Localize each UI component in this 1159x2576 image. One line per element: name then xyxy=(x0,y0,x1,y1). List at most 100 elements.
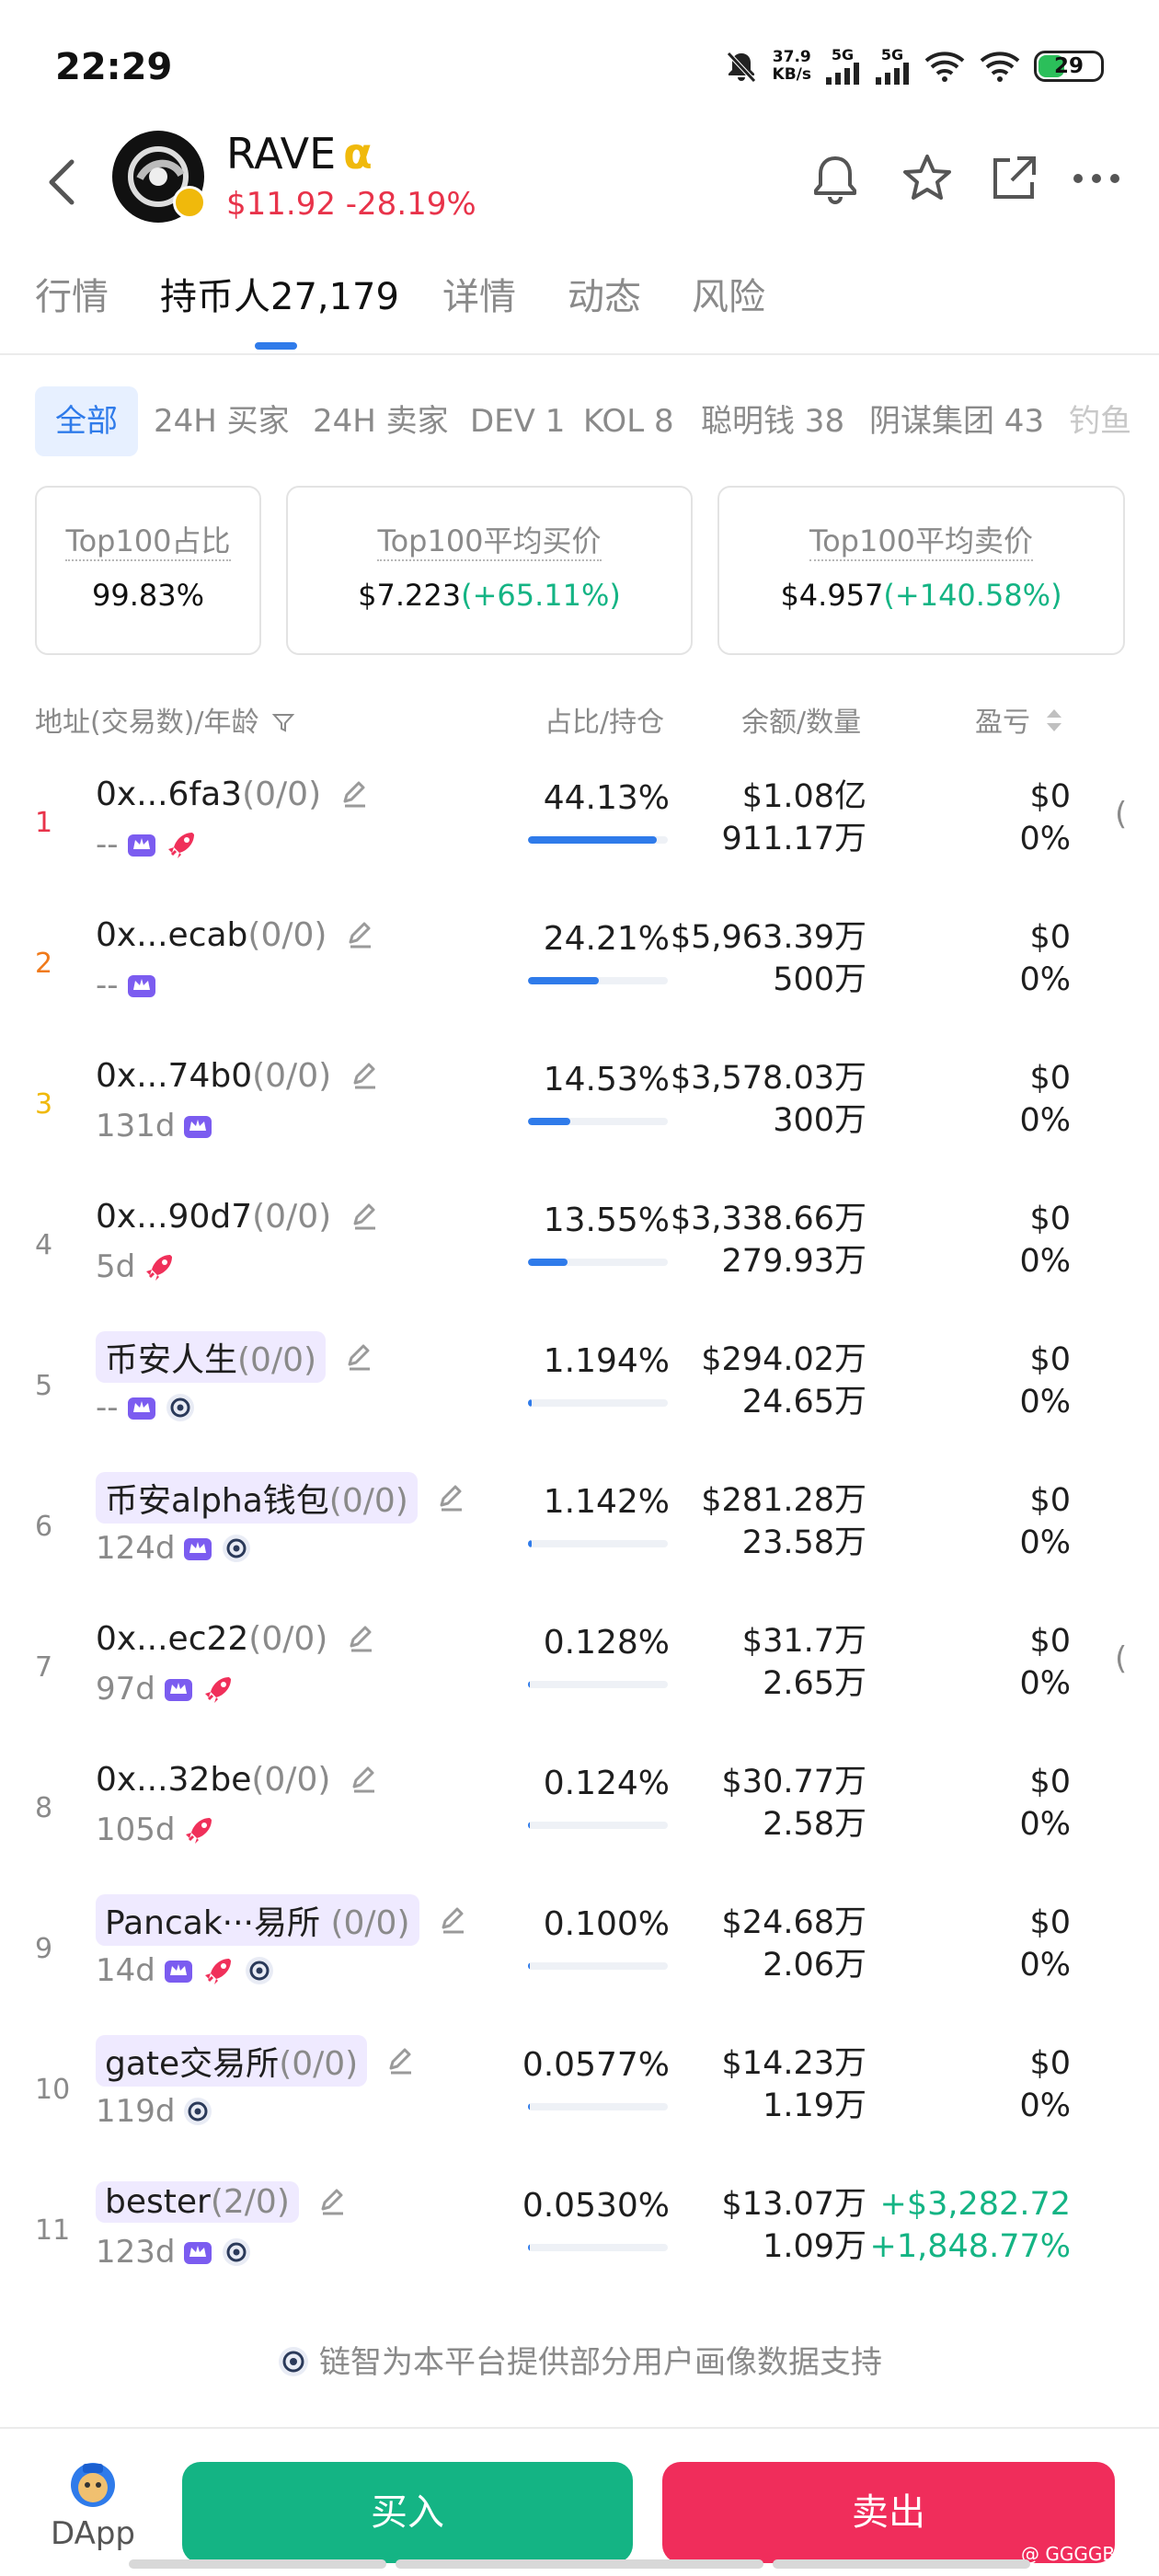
edit-icon[interactable] xyxy=(343,918,376,951)
filter-24h-sellers[interactable]: 24H 卖家 xyxy=(313,403,449,440)
edit-icon[interactable] xyxy=(342,1340,375,1374)
filter-kol[interactable]: KOL 8 xyxy=(583,403,674,440)
wifi-icon xyxy=(980,52,1020,82)
edit-icon[interactable] xyxy=(348,1200,381,1233)
holder-row[interactable]: 10 gate交易所(0/0) 119d 0.0577% $14.23万 1.19万 $0 0… xyxy=(0,2026,1159,2167)
wifi-icon xyxy=(924,52,965,82)
holder-row[interactable]: 4 0x...90d7(0/0) 5d 13.55% $3,338.66万 279.93万… xyxy=(0,1181,1159,1322)
holder-row[interactable]: 8 0x...32be(0/0) 105d 0.124% $30.77万 2.58万 $0 0… xyxy=(0,1744,1159,1885)
holder-row[interactable]: 7 0x...ec22(0/0) 97d 0.128% $31.7万 2.65万 $0 0% ( xyxy=(0,1604,1159,1744)
holder-quantity: 279.93万 xyxy=(721,1243,866,1280)
tab-market[interactable]: 行情 xyxy=(35,276,109,318)
edit-icon[interactable] xyxy=(384,2044,417,2077)
column-pnl[interactable]: 盈亏 xyxy=(975,699,1061,740)
holder-balance: $3,338.66万 xyxy=(670,1201,866,1237)
holder-pnl: $0 xyxy=(1029,1623,1071,1660)
filter-all[interactable]: 全部 xyxy=(35,386,138,456)
status-icons: 37.9 KB/s 5G 5G 29 xyxy=(723,48,1104,85)
holder-pnl: $0 xyxy=(1029,1201,1071,1237)
sort-icon[interactable] xyxy=(1043,706,1065,735)
holder-share: 13.55% xyxy=(543,1202,670,1239)
tab-details[interactable]: 详情 xyxy=(442,276,516,318)
holder-row[interactable]: 11 bester(2/0) 123d 0.0530% $13.07万 1.09万 +$3,… xyxy=(0,2167,1159,2307)
holder-address-wrap: 币安人生(0/0) xyxy=(96,1331,375,1383)
stat-value: $7.223(+65.11%) xyxy=(358,578,621,613)
holder-address[interactable]: 0x...ecab(0/0) xyxy=(96,915,327,954)
column-share: 占比/持仓 xyxy=(545,707,665,739)
holder-row[interactable]: 5 币安人生(0/0) -- 1.194% $294.02万 24.65万 $0 0% xyxy=(0,1322,1159,1463)
holder-share-bar xyxy=(528,2103,668,2110)
edit-icon[interactable] xyxy=(436,1903,469,1937)
holder-row[interactable]: 2 0x...ecab(0/0) -- 24.21% $5,963.39万 500万 $0 0… xyxy=(0,900,1159,1041)
holder-address[interactable]: bester(2/0) xyxy=(96,2180,299,2223)
filter-smart-money[interactable]: 聪明钱 38 xyxy=(701,403,845,440)
holder-share-bar xyxy=(528,977,668,984)
holder-share: 44.13% xyxy=(543,779,670,817)
holder-address[interactable]: gate交易所(0/0) xyxy=(96,2035,368,2087)
stat-card-top100-avg-buy: Top100平均买价 $7.223(+65.11%) xyxy=(286,486,693,655)
holder-pnl: $0 xyxy=(1029,919,1071,956)
holder-address[interactable]: 0x...32be(0/0) xyxy=(96,1760,331,1799)
filter-24h-buyers[interactable]: 24H 买家 xyxy=(154,403,290,440)
holder-row[interactable]: 3 0x...74b0(0/0) 131d 14.53% $3,578.03万 300万 $… xyxy=(0,1041,1159,1181)
holder-address[interactable]: 0x...ec22(0/0) xyxy=(96,1619,328,1658)
filter-dev[interactable]: DEV 1 xyxy=(470,403,566,440)
holder-balance: $14.23万 xyxy=(721,2045,866,2082)
edit-icon[interactable] xyxy=(434,1481,467,1514)
holder-balance: $281.28万 xyxy=(701,1482,866,1519)
home-indicator xyxy=(396,2559,763,2569)
holder-address[interactable]: Pancak···易所 (0/0) xyxy=(96,1894,419,1946)
edit-icon[interactable] xyxy=(347,1763,380,1796)
holder-share: 0.100% xyxy=(543,1905,670,1943)
filter-icon[interactable] xyxy=(271,711,295,735)
edit-icon[interactable] xyxy=(338,777,371,811)
stat-label: Top100平均买价 xyxy=(377,523,602,561)
holder-age: 123d xyxy=(96,2234,176,2271)
tab-holders[interactable]: 持币人27,179 xyxy=(160,276,399,318)
holder-age: 97d xyxy=(96,1671,155,1708)
star-icon[interactable] xyxy=(898,149,957,208)
holder-rank: 3 xyxy=(35,1088,53,1121)
holder-address[interactable]: 0x...90d7(0/0) xyxy=(96,1197,332,1236)
tab-activity[interactable]: 动态 xyxy=(568,276,641,318)
overflow-column-edge: ( xyxy=(1115,1640,1128,1677)
holder-rank: 6 xyxy=(35,1511,53,1543)
holder-row[interactable]: 1 0x...6fa3(0/0) -- 44.13% $1.08亿 911.17万 $0 0%… xyxy=(0,759,1159,900)
filter-cabal[interactable]: 阴谋集团 43 xyxy=(869,403,1045,440)
holder-address[interactable]: 0x...6fa3(0/0) xyxy=(96,775,322,813)
holder-address[interactable]: 0x...74b0(0/0) xyxy=(96,1056,332,1095)
holder-pnl-percent: 0% xyxy=(1019,1947,1071,1984)
share-icon[interactable] xyxy=(984,149,1043,208)
column-address[interactable]: 地址(交易数)/年龄 xyxy=(35,699,295,740)
holder-pnl: $0 xyxy=(1029,1904,1071,1941)
holder-quantity: 23.58万 xyxy=(741,1524,866,1561)
tab-risk[interactable]: 风险 xyxy=(692,276,765,318)
rocket-icon xyxy=(186,1818,212,1844)
watermark: @ GGGGB xyxy=(1021,2543,1116,2565)
token-header: RAVE α $11.92 -28.19% xyxy=(0,129,1159,235)
back-icon[interactable] xyxy=(40,155,86,210)
active-tab-indicator xyxy=(255,342,297,350)
sell-button[interactable]: 卖出 xyxy=(662,2462,1115,2563)
dapp-entry[interactable]: DApp xyxy=(42,2460,143,2552)
holder-address[interactable]: 币安人生(0/0) xyxy=(96,1331,327,1383)
filter-phishing[interactable]: 钓鱼 xyxy=(1069,403,1131,440)
edit-icon[interactable] xyxy=(344,1622,377,1655)
buy-button[interactable]: 买入 xyxy=(182,2462,633,2563)
edit-icon[interactable] xyxy=(348,1059,381,1092)
holder-age-badges: 124d xyxy=(96,1527,252,1570)
dapp-icon[interactable] xyxy=(68,2460,118,2510)
holder-row[interactable]: 9 Pancak···易所 (0/0) 14d 0.100% $24.68万 2.06万 $… xyxy=(0,1885,1159,2026)
holder-age: 131d xyxy=(96,1108,176,1144)
holder-share-bar-fill xyxy=(528,1540,532,1547)
holder-address-wrap: 0x...74b0(0/0) xyxy=(96,1050,381,1101)
holder-share-bar xyxy=(528,1399,668,1407)
holder-share: 0.0530% xyxy=(522,2187,670,2225)
edit-icon[interactable] xyxy=(316,2185,349,2218)
bell-icon[interactable] xyxy=(806,149,865,208)
holder-row[interactable]: 6 币安alpha钱包(0/0) 124d 1.142% $281.28万 23.58万 $… xyxy=(0,1463,1159,1604)
holder-share-bar xyxy=(528,836,668,844)
holder-address-wrap: gate交易所(0/0) xyxy=(96,2035,417,2087)
holder-address[interactable]: 币安alpha钱包(0/0) xyxy=(96,1472,418,1524)
more-icon[interactable] xyxy=(1067,149,1126,208)
